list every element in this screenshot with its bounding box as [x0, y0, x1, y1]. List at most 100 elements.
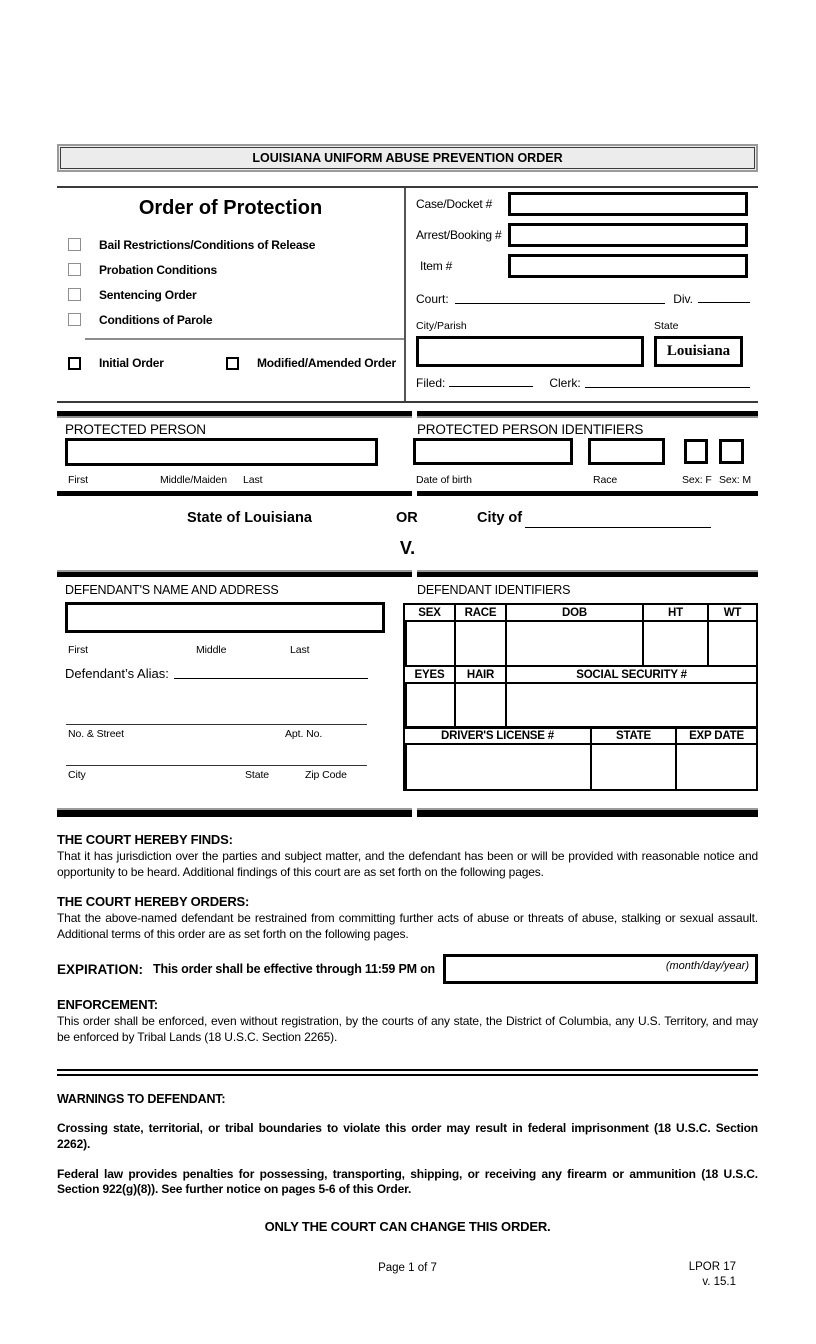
city-parish-input[interactable]	[416, 336, 644, 367]
expiration-format-hint: (month/day/year)	[665, 960, 749, 972]
city-of-input-line[interactable]	[525, 510, 711, 528]
dl-state-input-cell[interactable]	[590, 745, 675, 789]
enforcement-heading: ENFORCEMENT:	[57, 997, 158, 1012]
state-label: State	[654, 320, 679, 332]
case-info-column: Case/Docket # Arrest/Booking # Item # Co…	[406, 188, 758, 401]
section-divider	[57, 570, 758, 577]
ht-header: HT	[642, 605, 707, 622]
filed-input-line[interactable]	[449, 386, 534, 387]
pp-middle-maiden-label: Middle/Maiden	[160, 474, 227, 486]
defendant-name-address-heading: DEFENDANT'S NAME AND ADDRESS	[65, 583, 279, 597]
checkbox-conditions-of-parole[interactable]	[68, 313, 81, 326]
case-docket-label: Case/Docket #	[416, 197, 493, 211]
drivers-license-header: DRIVER'S LICENSE #	[405, 728, 590, 745]
pp-sex-f-label: Sex: F	[682, 474, 712, 486]
case-docket-input[interactable]	[508, 192, 748, 216]
race-input-cell[interactable]	[454, 622, 505, 665]
ht-input-cell[interactable]	[642, 622, 707, 665]
checkbox-modified-amended-order[interactable]	[226, 356, 239, 370]
state-of-louisiana-label: State of Louisiana	[187, 510, 312, 526]
only-court-can-change-notice: ONLY THE COURT CAN CHANGE THIS ORDER.	[264, 1219, 551, 1235]
court-finds-body: That it has jurisdiction over the partie…	[57, 849, 758, 879]
sentencing-order-label: Sentencing Order	[99, 287, 197, 302]
protected-person-heading: PROTECTED PERSON	[65, 422, 206, 437]
division-input-line[interactable]	[698, 302, 750, 303]
identifiers-band-1: SEX RACE DOB HT WT	[403, 603, 758, 667]
defendant-identifiers-table: SEX RACE DOB HT WT EYES HAIR SOCIAL SECU…	[403, 603, 758, 791]
wt-input-cell[interactable]	[707, 622, 756, 665]
state-value-box: Louisiana	[654, 336, 743, 367]
city-input-line[interactable]	[66, 765, 367, 766]
city-parish-label: City/Parish	[416, 320, 467, 332]
order-type-row: Sentencing Order	[57, 282, 404, 307]
protected-person-section: PROTECTED PERSON PROTECTED PERSON IDENTI…	[57, 421, 758, 491]
pp-last-label: Last	[243, 474, 263, 486]
case-docket-row: Case/Docket #	[416, 192, 750, 216]
expiration-row: EXPIRATION: This order shall be effectiv…	[57, 954, 758, 984]
protected-person-race-input[interactable]	[588, 438, 665, 465]
street-input-line[interactable]	[66, 724, 367, 725]
modified-amended-order-label: Modified/Amended Order	[257, 356, 396, 370]
race-header: RACE	[454, 605, 505, 622]
checkbox-sentencing-order[interactable]	[68, 288, 81, 301]
sex-input-cell[interactable]	[405, 622, 454, 665]
expiration-date-input[interactable]: (month/day/year)	[442, 954, 758, 984]
arrest-booking-input[interactable]	[508, 223, 748, 247]
section-divider	[57, 411, 758, 418]
identifiers-band-2: EYES HAIR SOCIAL SECURITY #	[403, 664, 758, 729]
court-orders-heading: THE COURT HEREBY ORDERS:	[57, 894, 250, 909]
pp-sex-m-label: Sex: M	[719, 474, 752, 486]
checkbox-initial-order[interactable]	[68, 356, 81, 370]
clerk-input-line[interactable]	[584, 387, 750, 388]
arrest-booking-label: Arrest/Booking #	[416, 228, 502, 242]
apt-label: Apt. No.	[285, 728, 323, 740]
checkbox-bail-restrictions[interactable]	[68, 238, 81, 251]
checkbox-probation-conditions[interactable]	[68, 263, 81, 276]
court-finds-heading: THE COURT HEREBY FINDS:	[57, 832, 233, 847]
ssn-input-cell[interactable]	[505, 683, 756, 727]
defendant-alias-input-line[interactable]	[173, 678, 368, 679]
form-version: v. 15.1	[702, 1276, 736, 1288]
probation-conditions-label: Probation Conditions	[99, 262, 217, 277]
city-parish-state-labels: City/Parish State	[416, 320, 750, 333]
order-type-row: Conditions of Parole	[57, 307, 404, 332]
clerk-label: Clerk:	[549, 376, 581, 390]
wt-header: WT	[707, 605, 756, 622]
court-input-line[interactable]	[454, 303, 666, 304]
form-title-bar: LOUISIANA UNIFORM ABUSE PREVENTION ORDER	[57, 144, 758, 172]
pp-race-label: Race	[593, 474, 618, 486]
protected-person-sex-f-checkbox[interactable]	[684, 439, 708, 464]
court-findings-section: THE COURT HEREBY FINDS: That it has juri…	[57, 817, 758, 1045]
or-label: OR	[396, 510, 418, 526]
dl-state-header: STATE	[590, 728, 675, 745]
dob-header: DOB	[505, 605, 642, 622]
def-first-label: First	[68, 644, 88, 656]
protected-person-dob-input[interactable]	[413, 438, 573, 465]
city-parish-state-boxes: Louisiana	[416, 336, 750, 367]
filed-clerk-row: Filed: Clerk:	[416, 376, 750, 390]
form-title: LOUISIANA UNIFORM ABUSE PREVENTION ORDER	[60, 147, 755, 169]
protected-person-name-input[interactable]	[65, 438, 378, 466]
sex-header: SEX	[405, 605, 454, 622]
dob-input-cell[interactable]	[505, 622, 642, 665]
drivers-license-input-cell[interactable]	[405, 745, 590, 789]
city-of-label: City of	[477, 510, 523, 526]
def-state-label: State	[245, 769, 270, 781]
warnings-section: WARNINGS TO DEFENDANT: Crossing state, t…	[57, 1076, 758, 1234]
section-divider	[57, 1069, 758, 1076]
eyes-input-cell[interactable]	[405, 683, 454, 727]
defendant-name-input[interactable]	[65, 602, 385, 633]
order-of-protection-title: Order of Protection	[138, 197, 323, 219]
enforcement-body: This order shall be enforced, even witho…	[57, 1014, 758, 1044]
versus-section: State of Louisiana OR City of V.	[57, 496, 758, 570]
exp-date-input-cell[interactable]	[675, 745, 756, 789]
item-number-input[interactable]	[508, 254, 748, 278]
protected-person-sex-m-checkbox[interactable]	[719, 439, 744, 464]
order-type-row: Bail Restrictions/Conditions of Release	[57, 232, 404, 257]
hair-input-cell[interactable]	[454, 683, 505, 727]
versus-v-label: V.	[399, 538, 416, 558]
warning-firearms: Federal law provides penalties for posse…	[57, 1166, 758, 1197]
form-code-block: LPOR 17 v. 15.1	[689, 1260, 736, 1290]
defendant-alias-label: Defendant’s Alias:	[65, 666, 169, 681]
